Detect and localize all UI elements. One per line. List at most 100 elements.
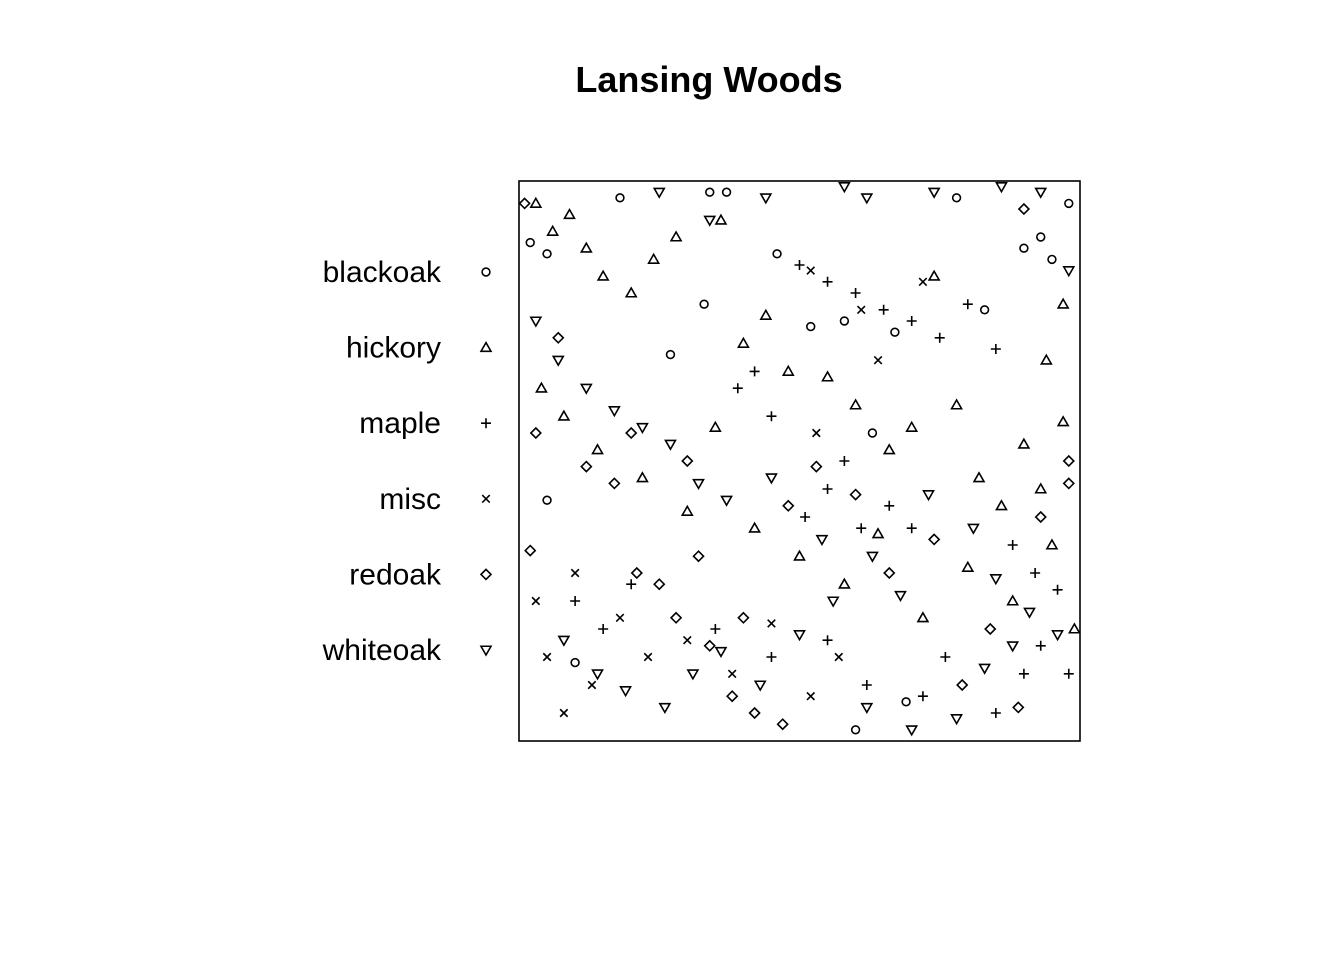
point-maple xyxy=(940,652,951,662)
point-maple xyxy=(861,680,872,690)
point-whiteoak xyxy=(793,630,806,642)
point-blackoak xyxy=(806,321,816,332)
point-hickory xyxy=(927,269,941,281)
point-whiteoak xyxy=(658,702,672,715)
point-whiteoak xyxy=(967,523,980,535)
point-maple xyxy=(962,299,973,310)
point-whiteoak xyxy=(989,574,1003,586)
point-hickory xyxy=(680,504,694,516)
point-hickory xyxy=(849,398,862,410)
point-redoak xyxy=(518,197,531,210)
point-whiteoak xyxy=(529,316,543,328)
point-redoak xyxy=(580,460,593,473)
point-redoak xyxy=(883,566,896,580)
point-blackoak xyxy=(721,187,732,197)
point-blackoak xyxy=(615,193,625,203)
legend-symbol-redoak xyxy=(479,568,493,581)
legend-label-hickory: hickory xyxy=(346,332,441,365)
point-blackoak xyxy=(839,316,850,326)
chart-title: Lansing Woods xyxy=(575,59,842,100)
point-whiteoak xyxy=(664,439,677,451)
point-maple xyxy=(800,512,811,522)
point-hickory xyxy=(793,549,806,561)
point-hickory xyxy=(871,527,885,539)
legend-label-blackoak: blackoak xyxy=(323,256,442,289)
point-misc xyxy=(806,691,816,701)
point-maple xyxy=(1007,540,1018,550)
point-maple xyxy=(766,411,777,422)
point-redoak xyxy=(810,460,823,473)
point-blackoak xyxy=(705,187,715,197)
point-whiteoak xyxy=(922,490,935,502)
point-maple xyxy=(917,691,928,702)
point-whiteoak xyxy=(927,187,941,199)
point-redoak xyxy=(956,678,969,692)
point-whiteoak xyxy=(866,551,879,563)
point-blackoak xyxy=(570,657,580,668)
point-whiteoak xyxy=(759,193,773,205)
series-misc xyxy=(531,266,928,718)
point-redoak xyxy=(1017,202,1031,216)
point-misc xyxy=(873,355,883,365)
point-hickory xyxy=(557,409,571,421)
point-misc xyxy=(570,568,580,578)
points-layer xyxy=(518,182,1081,737)
point-hickory xyxy=(882,443,896,455)
point-redoak xyxy=(681,454,694,468)
point-misc xyxy=(812,428,821,438)
point-whiteoak xyxy=(703,215,717,227)
point-redoak xyxy=(726,690,739,703)
point-maple xyxy=(990,344,1001,354)
legend-symbol-hickory xyxy=(479,340,493,353)
point-hickory xyxy=(916,611,930,623)
point-redoak xyxy=(669,611,683,624)
point-redoak xyxy=(1062,477,1075,490)
point-redoak xyxy=(552,331,565,344)
point-hickory xyxy=(1006,594,1020,606)
legend-symbol-blackoak xyxy=(481,267,491,277)
point-blackoak xyxy=(772,249,782,259)
point-whiteoak xyxy=(838,182,851,194)
point-maple xyxy=(906,316,917,326)
point-whiteoak xyxy=(753,680,767,692)
point-misc xyxy=(531,596,541,606)
point-whiteoak xyxy=(551,355,565,367)
point-redoak xyxy=(1012,701,1025,714)
point-redoak xyxy=(653,578,666,591)
point-blackoak xyxy=(951,193,962,203)
point-blackoak xyxy=(867,428,878,438)
point-misc xyxy=(682,635,692,645)
point-hickory xyxy=(636,471,649,483)
point-hickory xyxy=(961,560,975,572)
point-hickory xyxy=(781,364,795,376)
legend: blackoak hickory maple misc redoak whiteoak xyxy=(322,256,493,667)
point-blackoak xyxy=(850,725,861,735)
point-whiteoak xyxy=(619,686,632,698)
point-maple xyxy=(934,332,945,343)
point-whiteoak xyxy=(905,725,919,737)
point-whiteoak xyxy=(557,635,571,647)
legend-symbol-maple xyxy=(481,418,491,429)
point-whiteoak xyxy=(591,669,604,681)
point-redoak xyxy=(692,550,705,563)
point-maple xyxy=(822,276,833,287)
point-maple xyxy=(598,624,609,634)
point-blackoak xyxy=(1064,198,1074,209)
point-whiteoak xyxy=(860,193,874,205)
point-redoak xyxy=(928,533,941,546)
legend-label-maple: maple xyxy=(359,407,441,440)
point-blackoak xyxy=(542,249,552,259)
point-hickory xyxy=(1068,622,1081,634)
point-maple xyxy=(884,500,895,511)
point-hickory xyxy=(647,252,661,264)
point-maple xyxy=(1018,668,1029,679)
point-maple xyxy=(906,523,917,534)
point-whiteoak xyxy=(652,187,666,199)
point-maple xyxy=(822,484,833,494)
point-hickory xyxy=(759,308,773,320)
legend-symbol-misc xyxy=(481,494,491,504)
legend-label-redoak: redoak xyxy=(349,558,442,591)
point-hickory xyxy=(529,196,543,208)
point-hickory xyxy=(1056,297,1070,309)
